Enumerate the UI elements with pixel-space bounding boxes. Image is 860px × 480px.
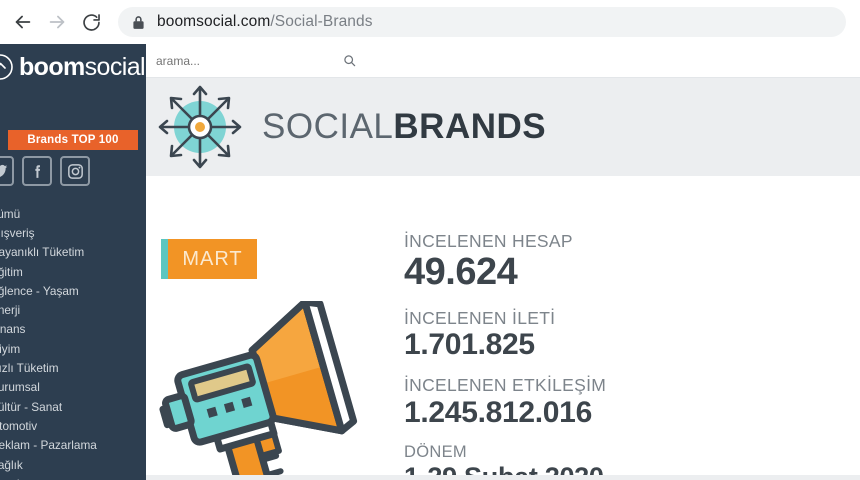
nav-label: Hızlı Tüketim bbox=[0, 361, 59, 376]
stat-label: İNCELENEN HESAP bbox=[404, 231, 573, 251]
month-badge: MART bbox=[161, 239, 257, 279]
nav-label: Reklam - Pazarlama bbox=[0, 438, 97, 453]
address-bar[interactable]: boomsocial.com/Social-Brands bbox=[118, 7, 846, 37]
sidebar-item-seyahat[interactable]: Seyahat bbox=[0, 474, 146, 480]
page-title-light: SOCIAL bbox=[262, 107, 394, 146]
summary-card: MART bbox=[146, 183, 860, 480]
nav-label: Tümü bbox=[0, 206, 21, 221]
sidebar-item-finans[interactable]: Finans bbox=[0, 320, 146, 339]
nav-label: Otomotiv bbox=[0, 418, 38, 433]
sidebar-item-kurumsal[interactable]: Kurumsal bbox=[0, 378, 146, 397]
twitter-icon bbox=[0, 164, 7, 177]
url-host: boomsocial.com bbox=[157, 13, 271, 30]
sidebar-item-hizli-tuketim[interactable]: Hızlı Tüketim bbox=[0, 358, 146, 377]
stat-posts: İNCELENEN İLETİ 1.701.825 bbox=[404, 308, 824, 363]
card-bottom-strip bbox=[146, 475, 860, 480]
nav-label: Eğlence - Yaşam bbox=[0, 283, 79, 298]
boomsocial-circle-icon bbox=[0, 53, 14, 81]
instagram-icon bbox=[67, 163, 83, 179]
brand-light-text: social bbox=[84, 52, 146, 81]
search-input[interactable] bbox=[156, 53, 306, 68]
url-text: boomsocial.com/Social-Brands bbox=[157, 13, 373, 31]
sidebar-item-tumu[interactable]: Tümü bbox=[0, 204, 146, 223]
nav-label: Alışveriş bbox=[0, 225, 35, 240]
back-button[interactable] bbox=[6, 5, 40, 39]
socialbrands-radiating-icon bbox=[152, 81, 248, 173]
stat-accounts: İNCELENEN HESAP 49.624 bbox=[404, 231, 824, 295]
nav-label: Kültür - Sanat bbox=[0, 399, 63, 414]
page-viewport: boomsocial Brands TOP 100 bbox=[0, 44, 860, 480]
search-field-wrap[interactable] bbox=[156, 48, 356, 74]
nav-label: Kurumsal bbox=[0, 380, 40, 395]
stat-value: 1.701.825 bbox=[404, 327, 535, 361]
brands-top-100-label: Brands TOP 100 bbox=[27, 134, 119, 146]
reload-icon bbox=[82, 13, 100, 31]
stat-label: İNCELENEN İLETİ bbox=[404, 307, 556, 328]
main-content: SOCIALBRANDS MART bbox=[146, 44, 860, 480]
nav-label: Seyahat bbox=[0, 477, 33, 480]
forward-button[interactable] bbox=[40, 5, 74, 39]
stat-engagement: İNCELENEN ETKİLEŞİM 1.245.812.016 bbox=[404, 375, 824, 430]
nav-label: Enerji bbox=[0, 303, 21, 318]
stat-label: İNCELENEN ETKİLEŞİM bbox=[404, 375, 607, 396]
facebook-link[interactable] bbox=[22, 156, 52, 186]
sidebar-item-egitim[interactable]: Eğitim bbox=[0, 262, 146, 281]
nav-label: Eğitim bbox=[0, 264, 23, 279]
sidebar: boomsocial Brands TOP 100 bbox=[0, 44, 146, 480]
nav-label: Sağlık bbox=[0, 457, 23, 472]
stat-value: 1.245.812.016 bbox=[404, 395, 592, 429]
page-header: SOCIALBRANDS bbox=[146, 78, 860, 176]
nav-label: Finans bbox=[0, 322, 26, 337]
boomsocial-wordmark: boomsocial bbox=[19, 52, 146, 81]
twitter-link[interactable] bbox=[0, 156, 14, 186]
brands-top-100-button[interactable]: Brands TOP 100 bbox=[8, 130, 138, 150]
sidebar-item-reklam-pazarlama[interactable]: Reklam - Pazarlama bbox=[0, 436, 146, 455]
category-nav: Tümü Alışveriş Dayanıklı Tüketim Eğitim … bbox=[0, 204, 146, 480]
brand-bold-text: boom bbox=[19, 52, 85, 81]
sidebar-item-otomotiv[interactable]: Otomotiv bbox=[0, 416, 146, 435]
sidebar-item-alisveris[interactable]: Alışveriş bbox=[0, 223, 146, 242]
back-arrow-icon bbox=[15, 15, 31, 29]
stat-value: 49.624 bbox=[404, 251, 518, 294]
nav-label: Dayanıklı Tüketim bbox=[0, 245, 85, 260]
search-bar bbox=[146, 44, 860, 78]
forward-arrow-icon bbox=[49, 15, 65, 29]
social-links bbox=[0, 156, 90, 186]
sidebar-item-saglik[interactable]: Sağlık bbox=[0, 455, 146, 474]
stats-block: İNCELENEN HESAP 49.624 İNCELENEN İLETİ 1… bbox=[404, 231, 824, 480]
page-title: SOCIALBRANDS bbox=[262, 107, 546, 147]
boomsocial-logo[interactable]: boomsocial bbox=[0, 48, 146, 86]
sidebar-item-dayanikli-tuketim[interactable]: Dayanıklı Tüketim bbox=[0, 243, 146, 262]
url-path: /Social-Brands bbox=[270, 13, 373, 30]
sidebar-item-kultur-sanat[interactable]: Kültür - Sanat bbox=[0, 397, 146, 416]
megaphone-icon bbox=[150, 298, 380, 480]
lock-icon bbox=[132, 15, 145, 30]
instagram-link[interactable] bbox=[60, 156, 90, 186]
nav-label: Giyim bbox=[0, 341, 21, 356]
page-title-bold: BRANDS bbox=[393, 107, 547, 146]
browser-toolbar: boomsocial.com/Social-Brands bbox=[0, 0, 860, 44]
sidebar-item-eglence-yasam[interactable]: Eğlence - Yaşam bbox=[0, 281, 146, 300]
sidebar-item-giyim[interactable]: Giyim bbox=[0, 339, 146, 358]
search-icon[interactable] bbox=[343, 54, 356, 67]
reload-button[interactable] bbox=[74, 5, 108, 39]
stat-label: DÖNEM bbox=[404, 443, 467, 462]
month-badge-label: MART bbox=[182, 247, 243, 270]
facebook-icon bbox=[34, 164, 40, 178]
sidebar-item-enerji[interactable]: Enerji bbox=[0, 300, 146, 319]
